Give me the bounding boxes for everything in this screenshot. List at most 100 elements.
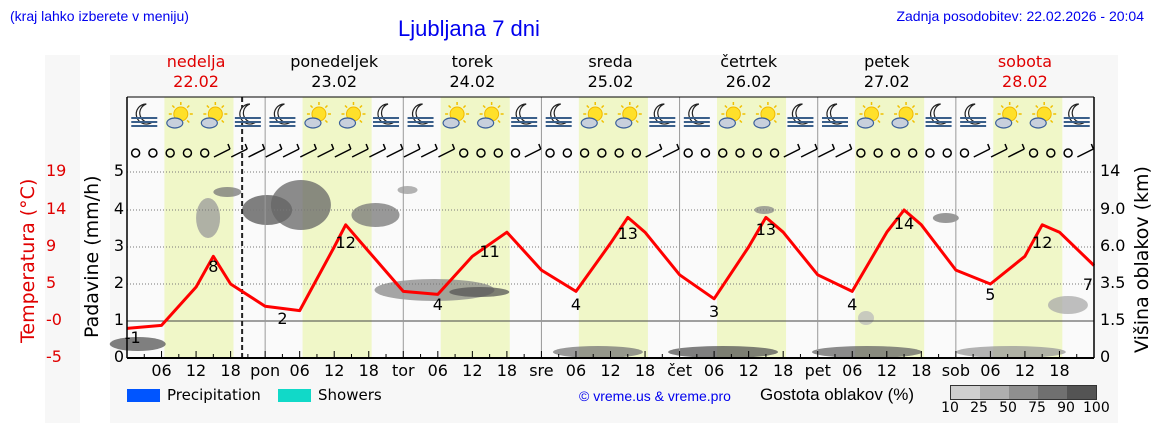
- axis-tick-label: 5: [113, 161, 124, 180]
- sun-cloud-icon: [200, 102, 228, 129]
- x-tick-label: pon: [250, 361, 281, 380]
- moon-fog-icon: [373, 103, 400, 127]
- cloud-density-area: [270, 180, 331, 230]
- location-hint-link[interactable]: (kraj lahko izberete v meniju): [10, 8, 189, 24]
- calm-wind-icon: [735, 148, 745, 158]
- sun-cloud-icon: [718, 102, 746, 129]
- x-tick-label: 06: [289, 361, 310, 380]
- wind-barb-icon: [317, 148, 334, 158]
- cloud-density-area: [213, 187, 242, 197]
- axis-tick-label: 9.0: [1100, 199, 1126, 218]
- cloud-density-area: [196, 198, 221, 238]
- axis-tick-label: 1.5: [1100, 310, 1126, 329]
- cloud-density-area: [754, 206, 775, 214]
- moon-fog-icon: [234, 103, 261, 127]
- axis-tick-label: 14: [46, 199, 67, 218]
- calm-wind-icon: [1046, 148, 1056, 158]
- moon-fog-icon: [649, 103, 676, 127]
- temperature-annotation: 2: [277, 309, 287, 328]
- wind-barb-icon: [800, 148, 818, 158]
- wind-barb-icon: [351, 148, 369, 158]
- day-header: petek 27.02: [817, 52, 957, 92]
- axis-tick-label: 4: [113, 199, 124, 218]
- x-tick-label: 18: [358, 361, 379, 380]
- daylight-band: [716, 97, 787, 358]
- wind-barb-icon: [282, 148, 300, 158]
- moon-fog-icon: [407, 103, 434, 127]
- x-tick-label: 12: [876, 361, 897, 380]
- day-name: sreda: [588, 52, 633, 71]
- density-swatch: [951, 386, 980, 399]
- calm-wind-icon: [493, 148, 504, 158]
- wind-barb-icon: [662, 148, 680, 158]
- day-name: petek: [864, 52, 910, 71]
- page-title: Ljubljana 7 dni: [398, 16, 540, 41]
- wind-barb-icon: [438, 148, 455, 158]
- wind-barb-icon: [403, 148, 421, 158]
- calm-wind-icon: [458, 148, 469, 158]
- day-header: ponedeljek 23.02: [264, 52, 404, 92]
- temperature-annotation: 13: [756, 220, 776, 239]
- cloud-density-area: [397, 186, 418, 194]
- calm-wind-icon: [959, 148, 970, 158]
- density-tick-label: 10: [941, 400, 959, 416]
- x-tick-label: 12: [600, 361, 621, 380]
- axis-tick-label: 5: [46, 273, 57, 292]
- day-name: četrtek: [720, 52, 778, 71]
- moon-fog-icon: [787, 103, 814, 127]
- copyright-link[interactable]: © vreme.us & vreme.pro: [579, 388, 731, 404]
- x-tick-label: 12: [185, 361, 207, 380]
- temperature-annotation: 11: [479, 242, 499, 261]
- density-swatch: [1067, 386, 1096, 399]
- calm-wind-icon: [614, 148, 624, 158]
- daylight-band: [302, 97, 372, 358]
- cloud-density-scale: [950, 385, 1097, 400]
- axis-tick-label: 1: [113, 310, 124, 329]
- x-tick-label: 06: [842, 361, 863, 380]
- cloud-density-area: [351, 203, 400, 227]
- sun-cloud-icon: [304, 102, 331, 129]
- calm-wind-icon: [631, 148, 642, 158]
- calm-wind-icon: [700, 148, 711, 158]
- calm-wind-icon: [476, 148, 486, 158]
- x-tick-label: 18: [496, 361, 518, 380]
- calm-wind-icon: [907, 148, 918, 158]
- temperature-annotation: 12: [336, 233, 356, 252]
- sun-cloud-icon: [442, 102, 470, 129]
- x-tick-label: sob: [941, 361, 970, 380]
- calm-wind-icon: [165, 148, 175, 158]
- precipitation-axis-label: Padavine (mm/h): [81, 175, 103, 338]
- density-tick-label: 100: [1083, 400, 1110, 416]
- wind-barb-icon: [835, 148, 852, 158]
- x-tick-label: 06: [427, 361, 448, 380]
- wind-barb-icon: [369, 148, 386, 158]
- day-name: nedelja: [166, 52, 226, 71]
- x-tick-label: 06: [703, 361, 725, 380]
- day-date: 27.02: [863, 72, 910, 91]
- day-date: 24.02: [449, 72, 496, 91]
- moon-fog-icon: [683, 103, 710, 127]
- calm-wind-icon: [769, 148, 780, 158]
- daylight-band: [578, 97, 648, 358]
- axis-tick-label: 2: [113, 273, 124, 292]
- wind-barb-icon: [386, 148, 403, 158]
- x-tick-label: 12: [462, 361, 483, 380]
- density-swatch: [1009, 386, 1038, 399]
- wind-barb-icon: [973, 148, 991, 158]
- axis-tick-label: 19: [46, 161, 67, 180]
- wind-barb-icon: [990, 148, 1008, 158]
- temperature-annotation: 4: [847, 295, 857, 314]
- axis-tick-label: 0: [1100, 347, 1111, 366]
- calm-wind-icon: [199, 148, 210, 158]
- cloud-density-area: [449, 287, 510, 297]
- x-tick-label: tor: [391, 361, 415, 380]
- temperature-annotation: 3: [709, 302, 719, 321]
- x-tick-label: čet: [667, 361, 693, 380]
- calm-wind-icon: [717, 148, 728, 158]
- calm-wind-icon: [890, 148, 901, 158]
- temperature-annotation: 5: [985, 285, 995, 304]
- density-swatch: [980, 386, 1009, 399]
- day-name: ponedeljek: [290, 52, 379, 71]
- x-tick-label: 06: [565, 361, 587, 380]
- sun-cloud-icon: [615, 102, 642, 129]
